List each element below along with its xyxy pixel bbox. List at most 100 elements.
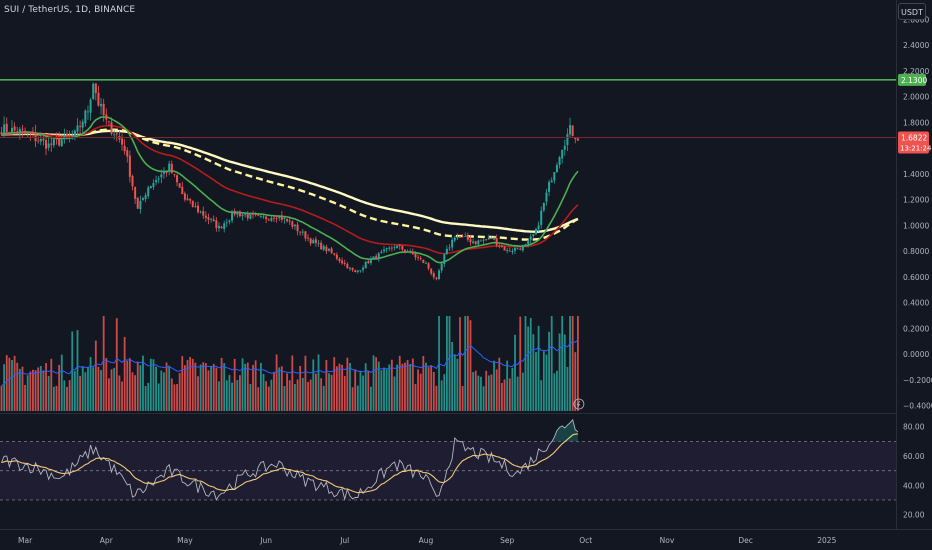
candle-body xyxy=(508,250,511,252)
volume-bar xyxy=(328,373,330,411)
candle-body xyxy=(254,214,257,215)
candle-body xyxy=(398,245,401,246)
volume-bar xyxy=(170,378,173,411)
volume-bar xyxy=(370,386,372,411)
volume-bar xyxy=(385,369,388,411)
currency-button[interactable]: USDT xyxy=(898,3,926,20)
candle-body xyxy=(571,125,574,136)
candle-body xyxy=(113,134,116,136)
candle-body xyxy=(403,249,406,252)
candle-body xyxy=(16,131,19,134)
volume-bar xyxy=(8,357,11,411)
volume-bar xyxy=(553,373,556,411)
candle-body xyxy=(548,182,551,192)
candle-body xyxy=(330,248,333,253)
candle-body xyxy=(225,222,228,224)
candle-body xyxy=(249,213,252,219)
candle-body xyxy=(126,150,129,157)
volume-bar xyxy=(16,362,19,411)
last-price-tag xyxy=(898,131,929,154)
candle-body xyxy=(367,261,370,264)
candle-body xyxy=(472,241,475,243)
volume-bar xyxy=(113,367,116,411)
volume-bar xyxy=(11,360,13,411)
volume-bar xyxy=(34,370,37,411)
volume-bar xyxy=(501,383,503,411)
candle-body xyxy=(432,273,435,278)
candle-body xyxy=(29,133,32,135)
volume-bar xyxy=(396,364,399,411)
last-price-label: 1.6822 xyxy=(901,133,927,142)
volume-bar xyxy=(92,367,95,411)
candle-body xyxy=(307,237,310,239)
symbol-title[interactable]: SUI / TetherUS, 1D, BINANCE xyxy=(4,5,136,15)
volume-bar xyxy=(210,365,212,411)
volume-bar xyxy=(168,365,171,411)
volume-bar xyxy=(409,363,412,411)
volume-bar xyxy=(448,316,451,411)
candle-body xyxy=(50,143,53,145)
candle-body xyxy=(477,240,480,245)
volume-bar xyxy=(466,316,469,411)
volume-bar xyxy=(503,379,506,411)
candle-body xyxy=(529,236,532,240)
candle-body xyxy=(121,138,124,145)
volume-bar xyxy=(60,354,63,411)
volume-bar xyxy=(236,380,239,411)
candle-body xyxy=(275,218,278,219)
candle-body xyxy=(338,258,341,262)
volume-bar xyxy=(37,367,40,411)
time-axis-tick: Nov xyxy=(660,536,675,545)
alert-icon xyxy=(573,398,585,410)
candle-body xyxy=(60,140,63,147)
candle-body xyxy=(76,125,79,132)
volume-bar xyxy=(571,316,574,411)
candle-body xyxy=(390,247,393,249)
volume-bar xyxy=(144,385,147,411)
candlesticks xyxy=(0,82,579,281)
volume-bar xyxy=(280,366,283,411)
candle-body xyxy=(134,187,137,199)
volume-bar xyxy=(81,366,84,411)
volume-bar xyxy=(325,359,328,411)
lightning-icon xyxy=(576,400,581,408)
candle-body xyxy=(519,248,522,250)
volume-bar xyxy=(493,360,495,411)
candle-body xyxy=(128,155,131,177)
candle-body xyxy=(312,239,315,244)
volume-bar xyxy=(529,318,532,411)
price-axis-tick: −0.2000 xyxy=(903,376,932,385)
volume-bar xyxy=(68,380,71,411)
candle-body xyxy=(299,231,302,233)
volume-bar xyxy=(84,372,87,411)
candle-body xyxy=(233,211,236,215)
candle-body xyxy=(301,231,304,233)
time-axis-tick: May xyxy=(177,536,193,545)
volume-bar xyxy=(532,334,535,411)
candle-body xyxy=(272,217,275,219)
time-axis-tick: Mar xyxy=(18,536,33,545)
volume-bar xyxy=(223,363,226,411)
candle-body xyxy=(210,219,213,220)
volume-bar xyxy=(71,331,74,411)
candle-body xyxy=(186,198,189,201)
volume-bar xyxy=(228,374,231,411)
time-axis-tick: Sep xyxy=(500,536,514,545)
candle-body xyxy=(89,99,92,113)
volume-bar xyxy=(108,378,110,411)
candle-body xyxy=(223,223,226,229)
volume-bar xyxy=(181,356,184,411)
candle-body xyxy=(37,140,40,142)
volume-bar xyxy=(197,376,199,411)
volume-bar xyxy=(440,380,443,411)
candle-body xyxy=(246,214,249,219)
candle-body xyxy=(191,200,194,207)
candle-body xyxy=(566,134,569,146)
candle-body xyxy=(341,260,344,264)
candle-body xyxy=(385,248,388,250)
resistance-price-label: 2.1300 xyxy=(901,76,927,85)
candle-body xyxy=(333,253,336,255)
volume-bar xyxy=(97,366,100,411)
volume-bar xyxy=(315,373,317,411)
